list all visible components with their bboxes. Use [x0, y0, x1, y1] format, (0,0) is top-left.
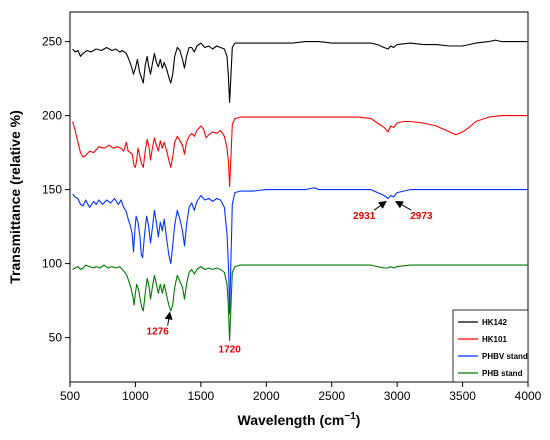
peak-label: 2931 [353, 211, 376, 222]
series-line-3 [72, 187, 528, 315]
y-tick-label: 50 [49, 331, 63, 345]
x-tick-label: 1000 [122, 389, 149, 403]
series-lines [72, 39, 528, 342]
x-axis-title-sup: −1 [344, 411, 356, 422]
peak-arrow [373, 200, 387, 211]
x-axis-title: Wavelength (cm−1) [238, 411, 361, 428]
legend-label: PHB stand [482, 369, 523, 378]
x-axis-title-main: Wavelength (cm [238, 412, 345, 428]
x-tick-label: 2500 [318, 389, 345, 403]
legend-label: PHBV stand [482, 352, 528, 361]
peak-annotations: 1276 1720 2931 2973 [147, 200, 433, 355]
y-tick-label: 200 [42, 109, 62, 123]
peak-label: 1720 [219, 344, 242, 355]
legend-label: HK101 [482, 335, 507, 344]
x-tick-label: 3000 [384, 389, 411, 403]
x-tick-label: 500 [60, 389, 80, 403]
series-line-1 [72, 39, 528, 103]
peak-label: 1276 [147, 327, 170, 338]
x-tick-label: 2000 [253, 389, 280, 403]
x-tick-label: 3500 [449, 389, 476, 403]
legend: HK142 HK101 PHBV stand PHB stand [452, 309, 529, 383]
x-tick-label: 1500 [188, 389, 215, 403]
y-tick-label: 100 [42, 257, 62, 271]
peak-arrow [164, 311, 173, 326]
y-axis-title: Transmittance (relative %) [7, 110, 23, 284]
peak-label: 2973 [410, 211, 433, 222]
x-axis-title-close: ) [356, 412, 361, 428]
series-line-2 [72, 115, 528, 188]
x-axis: 500 1000 1500 2000 2500 3000 3500 4000 [60, 382, 542, 403]
x-tick-label: 4000 [515, 389, 542, 403]
y-tick-label: 150 [42, 183, 62, 197]
y-tick-label: 250 [42, 35, 62, 49]
y-axis: 50 100 150 200 250 [42, 35, 70, 345]
peak-arrow [394, 200, 412, 211]
plot-frame [69, 11, 529, 383]
series-line-4 [72, 264, 528, 342]
legend-label: HK142 [482, 318, 507, 327]
